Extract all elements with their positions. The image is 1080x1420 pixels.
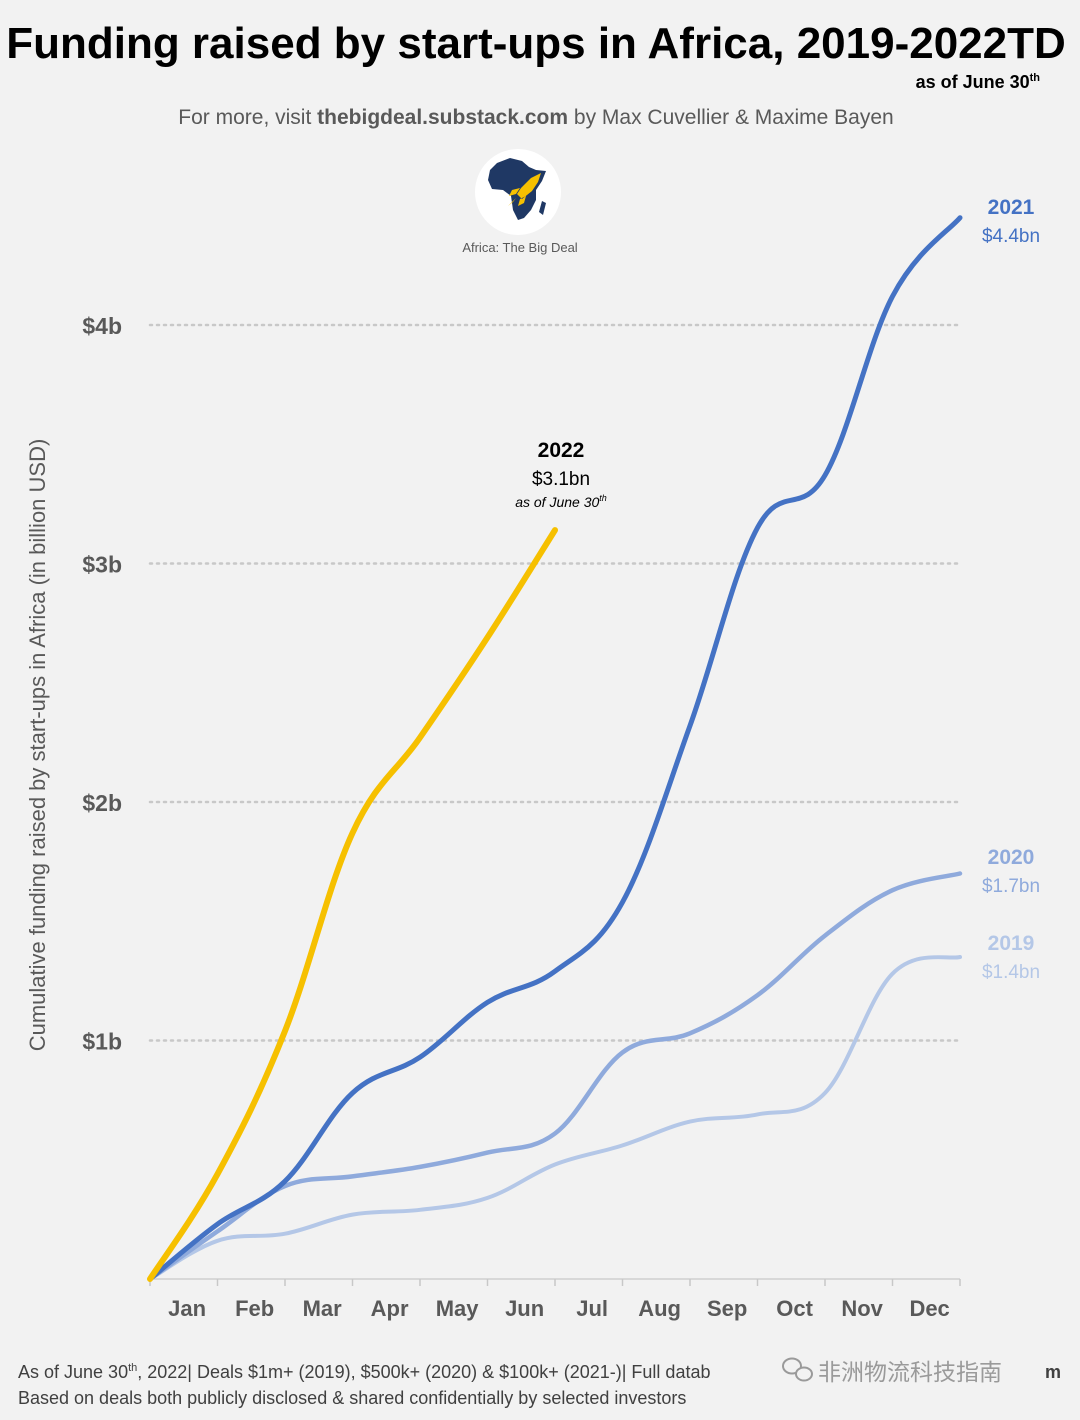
footer-date: As of June 30 bbox=[18, 1362, 128, 1382]
x-tick-label: Aug bbox=[638, 1296, 681, 1321]
credit-site-link[interactable]: thebigdeal.substack.com bbox=[317, 106, 568, 129]
credit-suffix: by Max Cuvellier & Maxime Bayen bbox=[568, 106, 894, 129]
series-label-year-2020: 2020 bbox=[988, 846, 1035, 869]
y-tick-label: $1b bbox=[82, 1029, 122, 1055]
y-tick-label: $3b bbox=[82, 552, 122, 578]
footer-line-2: Based on deals both publicly disclosed &… bbox=[18, 1388, 686, 1408]
series-line-2020 bbox=[147, 871, 963, 1282]
x-tick-label: May bbox=[436, 1296, 480, 1321]
footer-line-1: As of June 30th, 2022| Deals $1m+ (2019)… bbox=[18, 1362, 710, 1382]
series-line-2022 bbox=[147, 527, 558, 1282]
y-tick-label: $2b bbox=[82, 790, 122, 816]
subtitle-note: as of June 30th bbox=[916, 72, 1041, 92]
x-tick-label: Feb bbox=[235, 1296, 274, 1321]
x-axis: Jan Feb Mar Apr May Jun Jul Aug Sep Oct Nov Dec bbox=[149, 1278, 961, 1321]
credit-line: For more, visit thebigdeal.substack.com … bbox=[178, 106, 893, 129]
series-label-year-2022: 2022 bbox=[538, 439, 585, 462]
series-line-2019 bbox=[148, 955, 962, 1281]
x-tick-label: Jun bbox=[505, 1296, 544, 1321]
x-tick-label: Dec bbox=[909, 1296, 949, 1321]
series-label-year-2019: 2019 bbox=[988, 932, 1035, 955]
x-tick-label: Nov bbox=[841, 1296, 883, 1321]
series-label-year-2021: 2021 bbox=[988, 196, 1035, 219]
logo: Africa: The Big Deal bbox=[462, 149, 578, 255]
series-label-value-2022: $3.1bn bbox=[532, 469, 590, 490]
credit-prefix: For more, visit bbox=[178, 106, 317, 129]
series-lines bbox=[147, 215, 963, 1282]
series-label-note-2022: as of June 30th bbox=[515, 493, 607, 510]
watermark-text: 非洲物流科技指南 bbox=[818, 1359, 1002, 1385]
y-tick-label: $4b bbox=[82, 313, 122, 339]
watermark: 非洲物流科技指南 bbox=[782, 1357, 1002, 1385]
footer-line-1-tail: m bbox=[1045, 1362, 1061, 1382]
footer-line-1-rest: , 2022| Deals $1m+ (2019), $500k+ (2020)… bbox=[137, 1362, 710, 1382]
logo-caption: Africa: The Big Deal bbox=[462, 240, 577, 255]
series-label-value-2021: $4.4bn bbox=[982, 226, 1040, 247]
x-tick-label: Jan bbox=[168, 1296, 206, 1321]
x-tick-label: Oct bbox=[776, 1296, 813, 1321]
chart-title: Funding raised by start-ups in Africa, 2… bbox=[6, 19, 1066, 68]
series-label-value-2020: $1.7bn bbox=[982, 876, 1040, 897]
x-tick-label: Jul bbox=[576, 1296, 608, 1321]
subtitle-note-sup: th bbox=[1030, 72, 1041, 84]
y-axis: $1b $2b $3b $4b bbox=[82, 313, 122, 1055]
africa-map-rocket-icon bbox=[488, 158, 546, 220]
series-label-value-2019: $1.4bn bbox=[982, 962, 1040, 983]
x-tick-label: Sep bbox=[707, 1296, 747, 1321]
x-tick-label: Mar bbox=[303, 1296, 343, 1321]
y-axis-label: Cumulative funding raised by start-ups i… bbox=[25, 439, 50, 1052]
wechat-icon bbox=[782, 1357, 813, 1382]
rocket-shape bbox=[508, 173, 541, 206]
footer-date-sup: th bbox=[128, 1362, 137, 1374]
madagascar-shape bbox=[539, 201, 546, 215]
series-labels: 2019 $1.4bn 2020 $1.7bn 2021 $4.4bn 2022 $3.1bn… bbox=[515, 196, 1040, 983]
series-line-2021 bbox=[147, 215, 963, 1282]
subtitle-note-text: as of June 30 bbox=[916, 72, 1030, 92]
x-tick-label: Apr bbox=[371, 1296, 409, 1321]
grid bbox=[148, 323, 962, 1042]
